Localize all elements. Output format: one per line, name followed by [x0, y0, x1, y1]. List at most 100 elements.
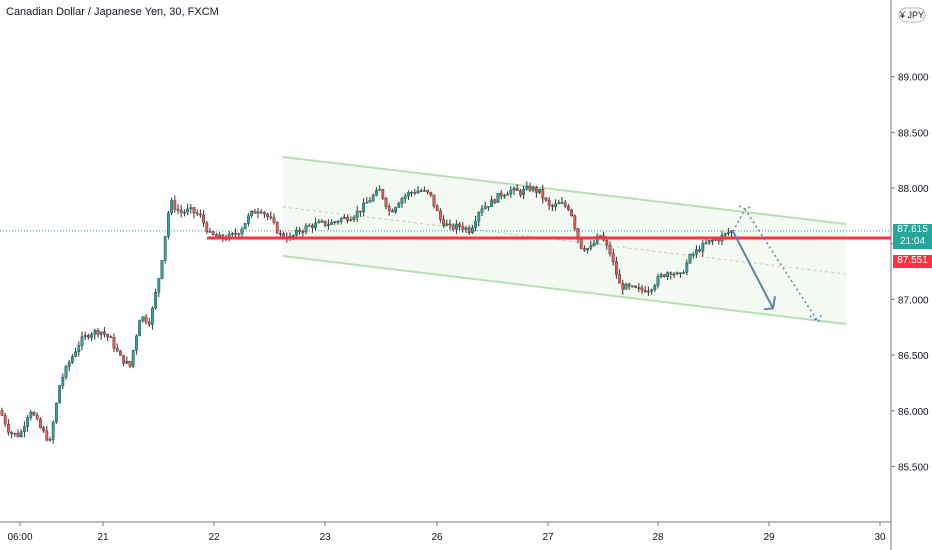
candle-body [410, 192, 413, 194]
candle-body [640, 287, 644, 291]
candle-body [118, 350, 122, 356]
candle-body [39, 418, 42, 428]
candle-body [269, 216, 273, 219]
candle-body [557, 202, 561, 205]
candle-body [205, 222, 209, 232]
candle-body [669, 272, 673, 275]
candle-body [301, 231, 305, 233]
candle-body [480, 208, 484, 213]
candle-body [509, 189, 513, 195]
candle-body [6, 423, 10, 433]
candle-body [653, 285, 657, 291]
candle-body [346, 216, 349, 222]
candle-body [391, 210, 394, 213]
candle-body [125, 360, 129, 364]
candle-body [599, 235, 602, 237]
candle-body [243, 223, 247, 230]
projection-dotted-arrowhead-top [738, 205, 753, 211]
candle-body [615, 261, 618, 275]
candle-body [672, 273, 676, 276]
candle-body [455, 223, 458, 230]
candle-body [691, 253, 695, 256]
candle-body [611, 253, 615, 262]
candle-body [192, 207, 196, 214]
candle-body [250, 210, 253, 216]
candle-body [173, 200, 177, 210]
candle-body [439, 210, 442, 220]
time-tick-label: 26 [431, 532, 443, 543]
candle-body [170, 200, 173, 214]
candle-body [544, 197, 548, 201]
candle-body [394, 207, 397, 213]
time-tick-label: 29 [763, 532, 775, 543]
time-tick-label: 27 [542, 532, 554, 543]
candle-body [429, 191, 433, 196]
candle-body [711, 239, 714, 242]
candle-body [112, 337, 116, 349]
price-tick-label: 85.500 [898, 463, 929, 474]
candle-body [307, 225, 311, 227]
candle-body [99, 331, 103, 335]
candle-body [525, 186, 529, 190]
candle-body [435, 205, 439, 212]
candle-body [605, 240, 609, 246]
candle-body [106, 334, 110, 337]
last-price-value: 87.615 [897, 223, 928, 235]
channel-upper-line[interactable] [282, 156, 847, 225]
candle-body [371, 195, 375, 201]
candle-body [131, 350, 135, 367]
candle-body [32, 411, 36, 416]
candle-body [218, 234, 221, 237]
candle-body [490, 199, 493, 207]
candle-body [477, 212, 481, 222]
channel-median-line [282, 206, 847, 275]
marked-price-value: 87.551 [897, 255, 928, 267]
candle-body [695, 249, 698, 255]
candle-body [432, 194, 436, 207]
candle-body [567, 205, 570, 210]
candle-body [442, 219, 445, 226]
projection-arrow-line[interactable] [732, 230, 774, 309]
candle-body [583, 248, 586, 251]
candle-body [368, 200, 372, 203]
candle-body [519, 190, 522, 195]
time-tick-label: 21 [97, 532, 109, 543]
candle-body [327, 224, 330, 226]
candle-body [554, 203, 558, 207]
candle-body [10, 432, 13, 435]
candle-body [400, 198, 404, 204]
candle-body [115, 348, 119, 352]
candle-body [90, 334, 94, 338]
candle-body [208, 231, 212, 233]
candle-body [186, 208, 189, 213]
candle-body [102, 331, 106, 335]
candle-body [336, 221, 340, 223]
candle-body [202, 214, 205, 224]
candle-body [272, 217, 276, 223]
candle-body [35, 414, 39, 420]
candle-body [128, 360, 132, 367]
candle-body [663, 274, 666, 277]
candle-body [573, 215, 577, 229]
candle-body [541, 189, 545, 199]
candle-body [378, 189, 381, 191]
candle-body [323, 220, 327, 226]
candle-body [423, 190, 426, 192]
candle-body [198, 213, 202, 216]
candle-body [122, 355, 126, 364]
candle-body [387, 206, 391, 211]
candle-body [314, 222, 317, 228]
candle-body [16, 432, 20, 437]
candle-body [688, 254, 692, 264]
candle-body [237, 233, 241, 236]
candle-body [42, 427, 46, 432]
candle-body [515, 187, 519, 191]
candle-body [381, 189, 385, 199]
candle-body [86, 335, 90, 338]
currency-badge[interactable] [898, 7, 926, 23]
candle-body [150, 307, 154, 325]
channel-lower-line[interactable] [282, 255, 847, 325]
candle-body [560, 202, 564, 204]
